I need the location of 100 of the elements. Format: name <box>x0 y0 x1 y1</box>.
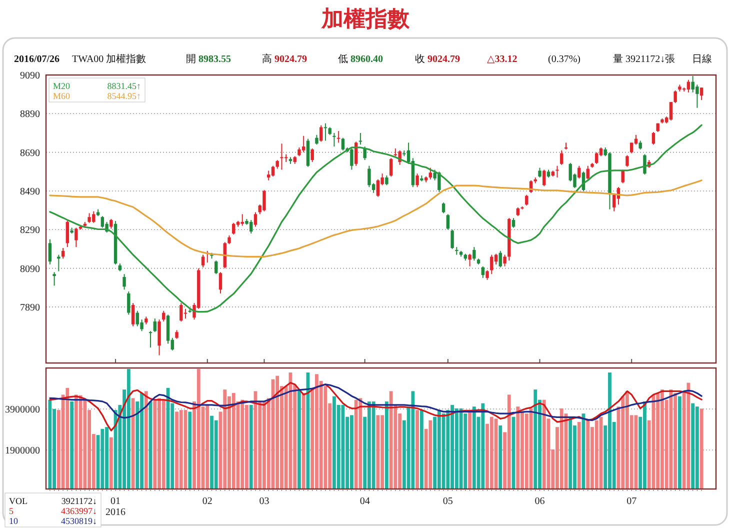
candlestick <box>556 165 559 178</box>
candlestick <box>254 212 258 228</box>
bar <box>109 437 113 489</box>
text: △33.12 <box>487 54 518 65</box>
candlestick <box>586 165 590 180</box>
y-tick-label: 8690 <box>20 148 40 159</box>
bar <box>695 406 699 489</box>
candlestick <box>122 274 126 290</box>
bar <box>411 391 415 489</box>
candlestick <box>468 253 472 267</box>
bar <box>416 410 419 489</box>
bar <box>196 369 200 489</box>
y-tick-label: 8090 <box>20 264 40 275</box>
candlestick <box>201 254 205 268</box>
chart-title: 加權指數 <box>320 6 410 31</box>
candlestick <box>332 132 336 148</box>
bar <box>372 401 376 489</box>
candlestick <box>538 167 542 178</box>
bar <box>498 425 502 489</box>
candlestick <box>162 310 166 322</box>
bar <box>577 422 581 489</box>
bar <box>179 410 183 489</box>
bar <box>428 420 432 489</box>
text: 開 8983.55 <box>186 54 231 65</box>
candlestick <box>336 130 340 144</box>
candlestick <box>66 220 70 248</box>
y-tick-label: 1900000 <box>5 446 40 457</box>
y-tick-label: 9090 <box>20 70 40 82</box>
candlestick <box>686 79 690 93</box>
text: 10 <box>9 516 18 526</box>
y-tick-label: 7890 <box>20 302 40 314</box>
line-series <box>49 180 702 258</box>
candlestick <box>52 272 56 286</box>
bar <box>223 390 227 489</box>
candlestick <box>674 90 677 104</box>
candlestick <box>280 143 284 170</box>
candlestick <box>416 173 419 188</box>
bar <box>534 390 538 489</box>
candlestick <box>131 302 135 327</box>
candlestick <box>363 146 366 161</box>
bar <box>66 388 70 489</box>
candlestick <box>148 330 152 348</box>
text: M20 <box>53 81 70 91</box>
candlestick <box>368 165 371 188</box>
candlestick <box>652 132 656 146</box>
bar <box>83 400 87 489</box>
candlestick <box>428 167 432 180</box>
candlestick <box>442 202 446 214</box>
x-tick-label: 01 2016 <box>106 496 126 518</box>
annotation: 8544.95↑ <box>107 91 141 101</box>
x-tick-label: 07 <box>626 496 637 507</box>
bar <box>507 394 511 489</box>
bar <box>232 393 236 489</box>
bar <box>674 393 678 489</box>
y-tick-label: 8890 <box>20 109 40 120</box>
candlestick <box>324 122 328 142</box>
text: TWA00 加權指數 <box>72 53 146 65</box>
bar <box>490 416 494 489</box>
candlestick <box>669 102 673 121</box>
candlestick <box>153 318 156 333</box>
bar <box>686 382 690 489</box>
bar <box>586 420 590 489</box>
bar <box>214 420 218 489</box>
bar <box>249 404 253 489</box>
x-tick-label: 05 <box>442 496 453 507</box>
bar <box>454 408 458 489</box>
candlestick <box>232 222 236 235</box>
candlestick <box>389 158 393 177</box>
text: 3921172↓ <box>61 496 97 506</box>
bar <box>74 394 78 489</box>
bar <box>691 403 695 489</box>
text: 高 9024.79 <box>262 53 307 65</box>
bar <box>542 400 546 489</box>
bar <box>100 428 104 489</box>
bar <box>437 410 441 489</box>
candlestick <box>262 190 266 212</box>
candlestick <box>57 254 60 272</box>
x-tick-label: 02 <box>202 496 212 507</box>
candlestick <box>472 246 476 262</box>
bar <box>420 410 424 489</box>
bar <box>358 398 362 489</box>
candlestick <box>271 165 275 177</box>
candlestick <box>74 227 78 248</box>
candlestick <box>450 229 454 250</box>
candlestick <box>341 137 345 151</box>
text: 5 <box>9 506 14 516</box>
line-series <box>49 384 702 422</box>
candlestick <box>700 87 704 101</box>
candlestick <box>560 150 564 166</box>
candlestick <box>385 175 388 186</box>
candlestick <box>630 142 634 154</box>
y-tick-label: 8490 <box>20 186 40 198</box>
text: 收 9024.79 <box>415 54 460 65</box>
line-series <box>49 382 702 432</box>
candlestick <box>100 216 104 228</box>
bar <box>481 403 485 489</box>
bar <box>298 390 301 489</box>
text: 日線 <box>692 54 712 65</box>
candlestick <box>525 194 528 206</box>
candlestick <box>481 266 484 278</box>
